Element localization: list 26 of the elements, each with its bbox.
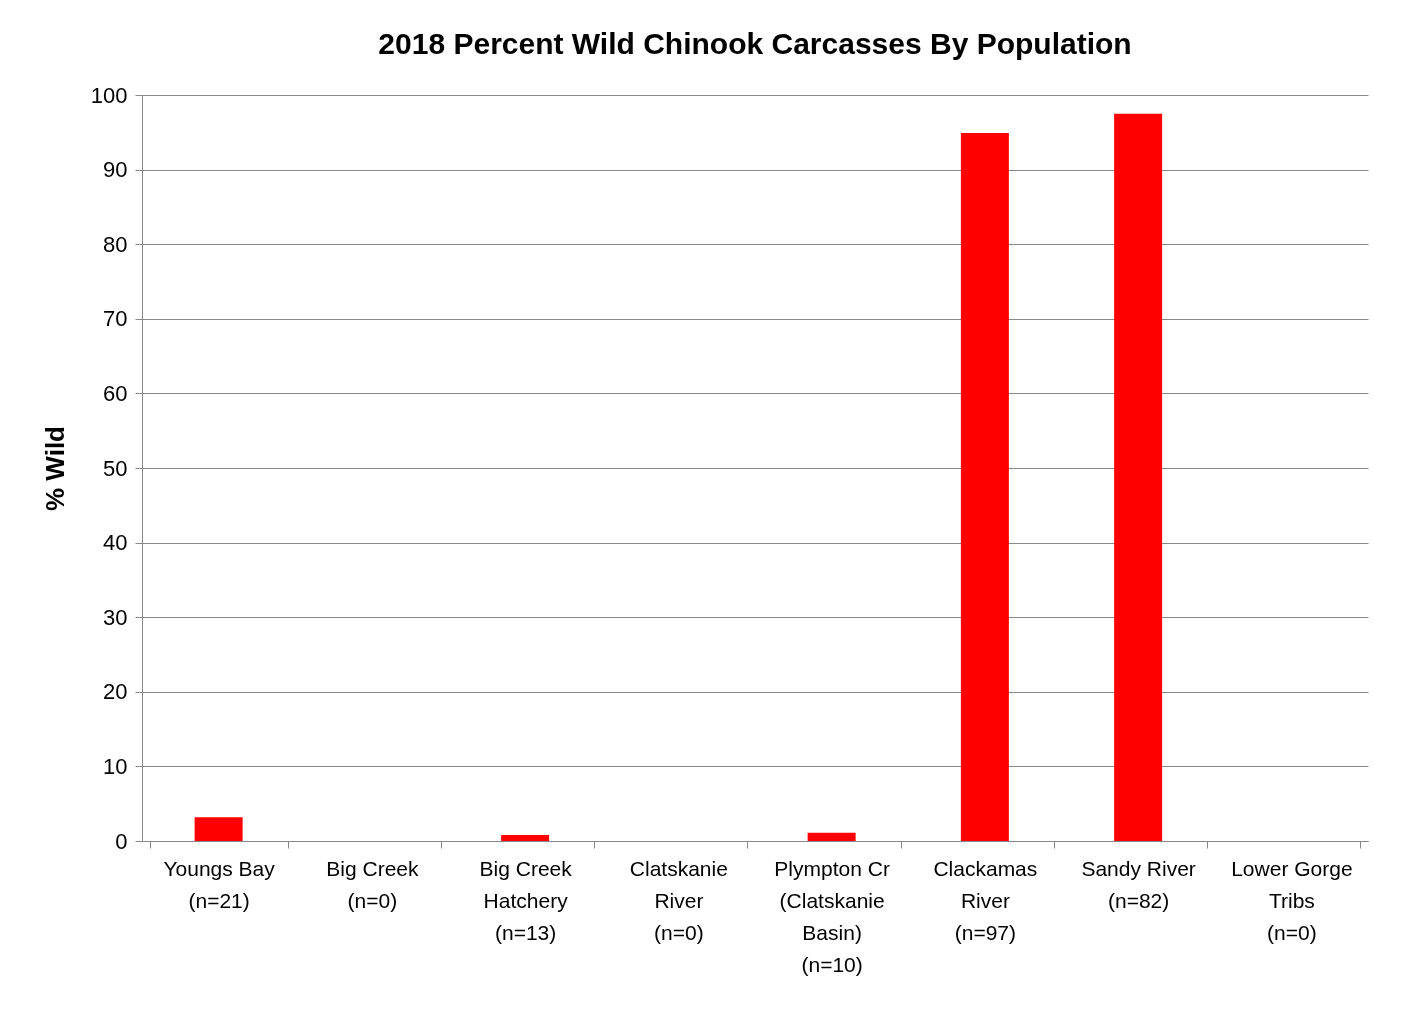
x-tick-label: Big Creek Hatchery (n=13) <box>479 856 573 944</box>
x-tick-label: Plympton Cr (Clatskanie Basin) (n=10) <box>774 856 890 976</box>
x-tick-label: Big Creek (n=0) <box>326 856 419 912</box>
y-tick-label: 40 <box>103 530 128 556</box>
bar <box>807 832 856 841</box>
y-tick-label: 0 <box>115 828 128 854</box>
y-tick-label: 70 <box>103 306 128 332</box>
chart-title: 2018 Percent Wild Chinook Carcasses By Population <box>378 27 1132 60</box>
x-tick-label: Clatskanie River (n=0) <box>629 856 728 944</box>
x-tick-label: Clackamas River (n=97) <box>933 856 1038 944</box>
x-tick-label: Lower Gorge Tribs (n=0) <box>1231 856 1353 944</box>
y-tick-label: 10 <box>103 753 128 779</box>
y-tick-label: 50 <box>103 455 128 481</box>
bar <box>960 133 1009 841</box>
x-tick-label: Sandy River (n=82) <box>1081 856 1196 912</box>
y-tick-label: 90 <box>103 157 128 183</box>
y-tick-label: 80 <box>103 231 128 257</box>
y-tick-label: 30 <box>103 604 128 630</box>
y-tick-label: 20 <box>103 679 128 705</box>
y-tick-label: 60 <box>103 380 128 406</box>
bar <box>501 835 550 841</box>
y-tick-label: 100 <box>90 82 128 108</box>
y-axis-title: % Wild <box>39 426 70 511</box>
bar <box>194 817 243 841</box>
bar <box>1114 113 1163 841</box>
x-tick-label: Youngs Bay (n=21) <box>163 856 276 912</box>
